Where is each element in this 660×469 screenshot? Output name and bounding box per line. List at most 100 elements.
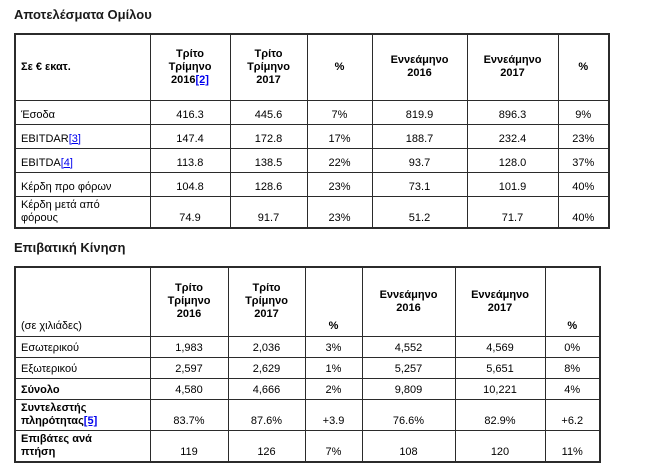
value-cell: 128.0 xyxy=(466,147,559,173)
footnote-link-3[interactable]: [3] xyxy=(68,132,81,145)
value-cell: 7% xyxy=(304,430,363,463)
value-cell: 0% xyxy=(544,336,601,358)
value-cell: 108 xyxy=(361,430,456,463)
value-cell: 416.3 xyxy=(149,99,231,125)
passenger-traffic-header: (σε χιλιάδες) Τρίτο Τρίμηνο 2016 Τρίτο Τρί… xyxy=(14,266,601,337)
value-cell: 2,597 xyxy=(149,357,229,379)
passenger-traffic-body: Εσωτερικού 1,983 2,036 3% 4,552 4,569 0% Εξωτερ… xyxy=(14,336,601,463)
value-cell: 896.3 xyxy=(466,99,559,125)
col-nine-month-change-pct: % xyxy=(557,33,610,101)
footnote-link-4[interactable]: [4] xyxy=(60,156,73,169)
value-cell: 4,569 xyxy=(454,336,546,358)
passenger-traffic-title: Επιβατική Κίνηση xyxy=(14,239,126,255)
value-cell: 10,221 xyxy=(454,378,546,400)
value-cell: 73.1 xyxy=(371,171,468,197)
col-third-quarter-2017: Τρίτο Τρίμηνο 2017 xyxy=(227,266,306,337)
col-nine-month-change-pct: % xyxy=(544,266,601,337)
value-cell: 138.5 xyxy=(229,147,308,173)
value-cell: 188.7 xyxy=(371,123,468,149)
table-row: EBITDAR[3] 147.4 172.8 17% 188.7 232.4 23% xyxy=(14,123,610,149)
row-label: EBITDA[4] xyxy=(14,147,151,173)
value-cell: 128.6 xyxy=(229,171,308,197)
col-third-quarter-2017: Τρίτο Τρίμηνο 2017 xyxy=(229,33,308,101)
col-nine-month-2016: Εννεάμηνο 2016 xyxy=(361,266,456,337)
value-cell: 4,666 xyxy=(227,378,306,400)
value-cell: 74.9 xyxy=(149,195,231,228)
row-label: Κέρδη προ φόρων xyxy=(14,171,151,197)
value-cell: 9% xyxy=(557,99,610,125)
value-cell: 104.8 xyxy=(149,171,231,197)
value-cell: 71.7 xyxy=(466,195,559,228)
value-cell: 2,036 xyxy=(227,336,306,358)
value-cell: 4% xyxy=(544,378,601,400)
col-quarter-change-pct: % xyxy=(304,266,363,337)
row-label: Έσοδα xyxy=(14,99,151,125)
group-results-table: Σε € εκατ. Τρίτο Τρίμηνο 2016[2] Τρίτο Τρί… xyxy=(14,33,610,229)
passenger-traffic-section: Επιβατική Κίνηση (σε χιλιάδες) Τρίτο Τρίμ… xyxy=(14,239,660,463)
row-label: Εσωτερικού xyxy=(14,336,151,358)
value-cell: 76.6% xyxy=(361,399,456,431)
value-cell: 40% xyxy=(557,171,610,197)
value-cell: 1,983 xyxy=(149,336,229,358)
group-results-title: Αποτελέσματα Ομίλου xyxy=(14,7,152,22)
value-cell: 22% xyxy=(306,147,373,173)
value-cell: 51.2 xyxy=(371,195,468,228)
value-cell: +3.9 xyxy=(304,399,363,431)
footnote-link-2[interactable]: [2] xyxy=(195,73,209,86)
value-cell: 126 xyxy=(227,430,306,463)
value-cell: 8% xyxy=(544,357,601,379)
value-cell: 40% xyxy=(557,195,610,228)
value-cell: 232.4 xyxy=(466,123,559,149)
value-cell: 147.4 xyxy=(149,123,231,149)
passenger-traffic-table: (σε χιλιάδες) Τρίτο Τρίμηνο 2016 Τρίτο Τρί… xyxy=(14,265,601,463)
value-cell: 17% xyxy=(306,123,373,149)
value-cell: 2,629 xyxy=(227,357,306,379)
value-cell: +6.2 xyxy=(544,399,601,431)
value-cell: 11% xyxy=(544,430,601,463)
value-cell: 37% xyxy=(557,147,610,173)
value-cell: 83.7% xyxy=(149,399,229,431)
row-label: Σύνολο xyxy=(14,378,151,400)
value-cell: 445.6 xyxy=(229,99,308,125)
value-cell: 23% xyxy=(306,171,373,197)
row-label: Εξωτερικού xyxy=(14,357,151,379)
value-cell: 819.9 xyxy=(371,99,468,125)
value-cell: 172.8 xyxy=(229,123,308,149)
table-row: Κέρδη προ φόρων 104.8 128.6 23% 73.1 101.9 40% xyxy=(14,171,610,197)
col-third-quarter-2016: Τρίτο Τρίμηνο 2016 xyxy=(149,266,229,337)
table-row: Εσωτερικού 1,983 2,036 3% 4,552 4,569 0% xyxy=(14,336,601,358)
table-row: Κέρδη μετά από φόρους 74.9 91.7 23% 51.2 71.7… xyxy=(14,195,610,228)
unit-header: (σε χιλιάδες) xyxy=(14,266,151,337)
table-row: Σύνολο 4,580 4,666 2% 9,809 10,221 4% xyxy=(14,378,601,400)
value-cell: 113.8 xyxy=(149,147,231,173)
col-third-quarter-2016: Τρίτο Τρίμηνο 2016[2] xyxy=(149,33,231,101)
value-cell: 23% xyxy=(306,195,373,228)
col-nine-month-2016: Εννεάμηνο 2016 xyxy=(371,33,468,101)
col-nine-month-2017: Εννεάμηνο 2017 xyxy=(466,33,559,101)
value-cell: 1% xyxy=(304,357,363,379)
header-row: (σε χιλιάδες) Τρίτο Τρίμηνο 2016 Τρίτο Τρί… xyxy=(14,266,601,337)
value-cell: 5,257 xyxy=(361,357,456,379)
col-nine-month-2017: Εννεάμηνο 2017 xyxy=(454,266,546,337)
value-cell: 82.9% xyxy=(454,399,546,431)
value-cell: 101.9 xyxy=(466,171,559,197)
value-cell: 87.6% xyxy=(227,399,306,431)
row-label: Επιβάτες ανά πτήση xyxy=(14,430,151,463)
header-row: Σε € εκατ. Τρίτο Τρίμηνο 2016[2] Τρίτο Τρί… xyxy=(14,33,610,101)
col-quarter-change-pct: % xyxy=(306,33,373,101)
value-cell: 23% xyxy=(557,123,610,149)
row-label: Συντελεστής πληρότητας[5] xyxy=(14,399,151,431)
value-cell: 7% xyxy=(306,99,373,125)
group-results-body: Έσοδα 416.3 445.6 7% 819.9 896.3 9% EBITDAR[3] 1… xyxy=(14,99,610,228)
value-cell: 9,809 xyxy=(361,378,456,400)
table-row: Επιβάτες ανά πτήση 119 126 7% 108 120 11% xyxy=(14,430,601,463)
footnote-link-5[interactable]: [5] xyxy=(83,415,98,427)
value-cell: 93.7 xyxy=(371,147,468,173)
table-row: Έσοδα 416.3 445.6 7% 819.9 896.3 9% xyxy=(14,99,610,125)
value-cell: 3% xyxy=(304,336,363,358)
unit-header: Σε € εκατ. xyxy=(14,33,151,101)
value-cell: 4,580 xyxy=(149,378,229,400)
value-cell: 91.7 xyxy=(229,195,308,228)
value-cell: 120 xyxy=(454,430,546,463)
